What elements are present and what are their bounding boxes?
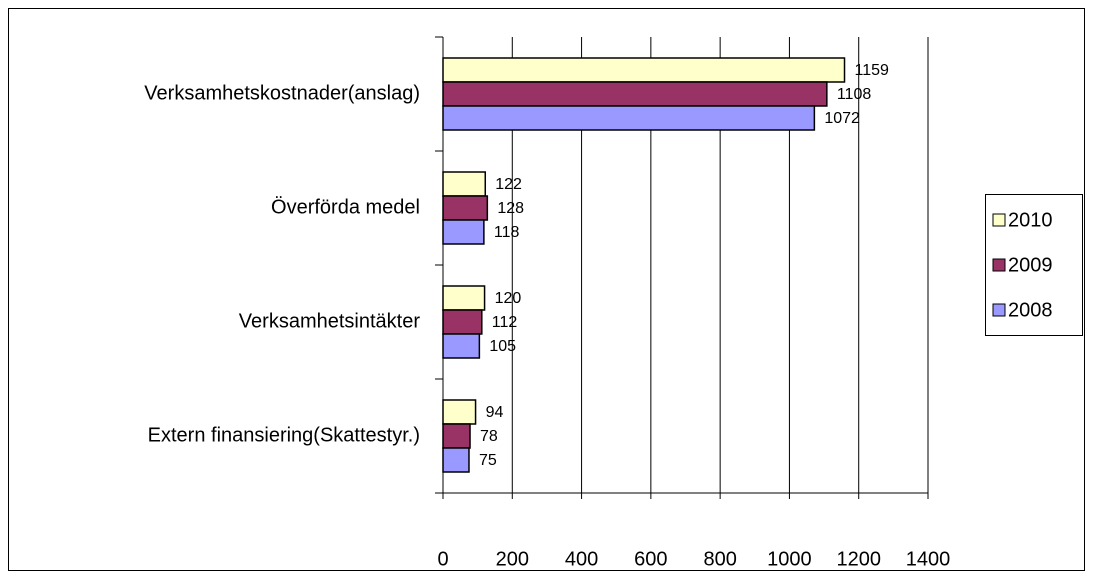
data-label: 112 <box>492 314 518 331</box>
bar <box>442 171 487 197</box>
bar <box>442 333 481 359</box>
x-tick-label: 800 <box>703 548 736 570</box>
data-label: 118 <box>494 224 520 241</box>
x-tick-label: 1000 <box>767 548 812 570</box>
legend-label: 2010 <box>1008 209 1053 231</box>
bar <box>442 195 489 221</box>
x-tick-label: 600 <box>634 548 667 570</box>
data-label: 1159 <box>855 62 890 79</box>
x-tick-label: 0 <box>437 548 448 570</box>
bar <box>442 81 828 107</box>
bar <box>442 57 846 83</box>
x-tick-label: 400 <box>565 548 598 570</box>
data-label: 94 <box>486 404 504 421</box>
x-tick-label: 1400 <box>906 548 951 570</box>
data-label: 128 <box>497 200 524 217</box>
bar <box>442 399 477 425</box>
bar <box>442 309 483 335</box>
legend-label: 2008 <box>1008 299 1053 321</box>
y-tick-label: Överförda medel <box>271 196 420 218</box>
bar <box>442 285 486 311</box>
bar <box>442 105 816 131</box>
x-tick-label: 1200 <box>836 548 881 570</box>
bar <box>442 219 485 245</box>
bar <box>442 423 471 449</box>
data-label: 122 <box>495 176 522 193</box>
legend-swatch <box>992 258 1006 272</box>
y-tick-label: Verksamhetsintäkter <box>239 310 421 332</box>
legend-swatch <box>992 213 1006 227</box>
data-label: 78 <box>480 428 498 445</box>
data-label: 120 <box>495 290 522 307</box>
data-label: 1072 <box>824 110 860 127</box>
legend-label: 2009 <box>1008 254 1053 276</box>
x-tick-label: 200 <box>496 548 529 570</box>
data-label: 105 <box>489 338 516 355</box>
y-tick-label: Verksamhetskostnader(anslag) <box>144 82 420 104</box>
legend-swatch <box>992 303 1006 317</box>
data-label: 1108 <box>837 86 872 103</box>
y-tick-label: Extern finansiering(Skattestyr.) <box>148 424 420 446</box>
data-label: 75 <box>479 452 497 469</box>
bar <box>442 447 470 473</box>
